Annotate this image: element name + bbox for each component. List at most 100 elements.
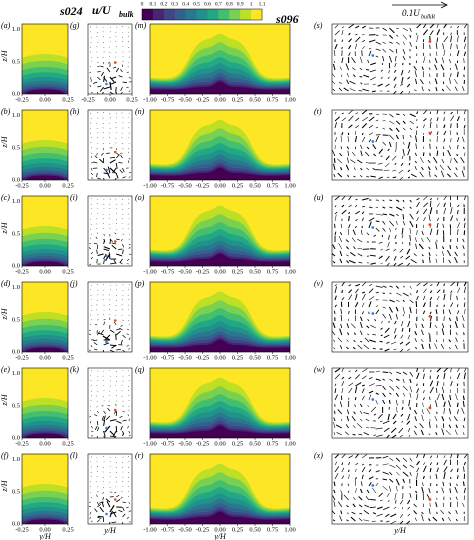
vector [384,348,390,352]
x-tick-label: -0.25 [15,268,29,275]
vector [106,500,111,508]
vector [409,113,416,118]
vector [115,333,117,341]
vector [103,75,105,83]
vector [409,406,412,410]
vector [382,455,389,459]
vector [421,230,424,236]
vector [339,345,343,350]
vector [402,48,406,55]
vector [395,306,399,312]
vector [346,260,349,264]
vector [103,233,106,236]
vector [450,26,452,29]
vector [373,234,377,237]
vector [339,401,343,408]
vector [386,262,390,266]
vector [405,520,411,524]
vector [409,306,412,314]
vector [455,509,458,515]
vector [450,290,453,294]
vector [395,378,400,381]
vector [380,334,383,337]
vector [434,343,438,350]
vector [355,283,361,287]
vortex-marker [113,61,117,64]
y-tick-label: 0.0 [12,90,20,97]
vector [128,76,132,79]
vector [337,337,343,343]
vector [402,41,406,45]
vector [121,223,123,225]
vector [332,322,336,329]
vector [450,115,455,122]
vector [402,306,405,314]
vector [434,78,438,85]
x-tick-label: 0.50 [249,526,260,533]
vector [361,302,365,308]
vector [456,454,459,459]
vector [339,328,343,336]
vector [448,309,451,315]
vortex-marker [105,168,108,172]
vector [443,304,446,308]
contour-level [25,261,65,266]
vector [463,58,465,64]
vector [103,86,111,90]
vector [128,176,131,179]
vector [436,150,439,157]
vector [96,152,98,156]
vector [421,511,424,515]
vector [102,299,104,301]
vector [122,419,127,422]
vector [349,88,356,92]
vector [361,311,365,315]
colorbar-tick-label: 0.5 [193,1,200,7]
vector [461,170,465,178]
vector [89,263,92,266]
vector [457,25,460,29]
vortex-marker [105,512,108,516]
vector [382,371,389,374]
vector [400,320,404,327]
vector [402,457,408,462]
vector [457,204,460,208]
vector [456,245,458,250]
vector [396,113,400,116]
panel-frame [331,23,469,95]
vector [362,205,366,208]
vector [90,91,93,94]
vector [400,413,404,417]
colorbar-frame [141,8,263,21]
vector [394,55,397,62]
vector [435,42,438,50]
vector [436,117,439,122]
vector [106,152,110,154]
vector [103,172,110,175]
vector [348,211,351,215]
vector [90,289,92,291]
vector [373,413,377,416]
x-tick-label: -1.00 [143,440,157,447]
vector [442,223,445,229]
vector [447,149,452,157]
vector [90,218,92,220]
y-tick-label: 0.5 [12,488,20,495]
vector [461,315,465,322]
vector [414,70,417,78]
vector [385,248,390,251]
vector [346,72,349,78]
vector [109,284,111,286]
vector [436,229,439,236]
vector [333,173,336,178]
vector [414,166,417,171]
vector [334,116,341,122]
vector [355,454,360,459]
vector [409,457,413,462]
panel-frame [87,367,133,439]
vector [116,348,121,351]
vector [443,293,446,301]
vector [382,306,386,309]
vector [405,341,411,346]
vector [450,302,454,308]
